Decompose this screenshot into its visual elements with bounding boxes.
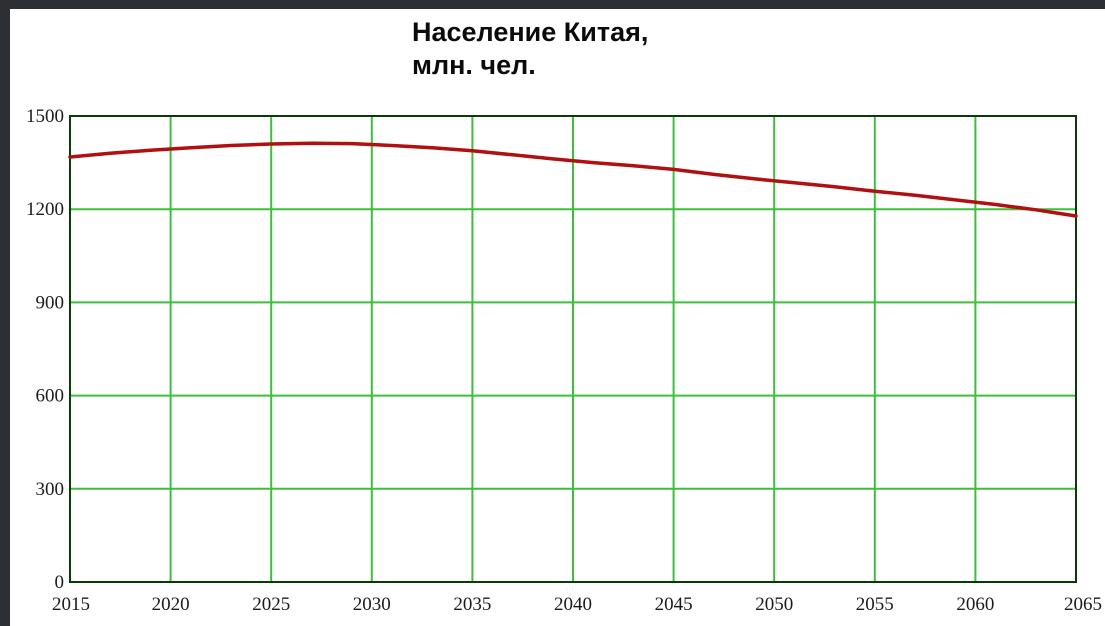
chart-frame <box>10 9 1105 626</box>
y-tick-label-900: 900 <box>36 292 65 313</box>
plot-area-border <box>69 115 1077 583</box>
chart-title-line-1: Население Китая, <box>412 17 649 47</box>
y-tick-label-300: 300 <box>36 479 65 500</box>
chart-title-line-2: млн. чел. <box>412 50 536 80</box>
x-tick-label-2055: 2055 <box>856 594 894 615</box>
x-tick-label-2030: 2030 <box>353 594 391 615</box>
x-tick-labels: 2015 2020 2025 2030 2035 2040 2045 2050 2055 2060… <box>52 594 1102 615</box>
x-tick-label-2040: 2040 <box>554 594 592 615</box>
grid-lines <box>69 115 1077 583</box>
y-tick-label-1500: 1500 <box>26 106 64 127</box>
x-tick-label-2060: 2060 <box>956 594 994 615</box>
series-line-0 <box>68 141 1078 218</box>
x-tick-label-2020: 2020 <box>152 594 190 615</box>
chart-title: Население Китая, млн. чел. <box>412 16 648 82</box>
y-tick-label-0: 0 <box>55 572 65 593</box>
y-tick-label-1200: 1200 <box>26 199 64 220</box>
x-tick-label-2065: 2065 <box>1064 594 1102 615</box>
y-tick-label-600: 600 <box>36 386 65 407</box>
x-tick-label-2015: 2015 <box>52 594 90 615</box>
x-tick-label-2050: 2050 <box>755 594 793 615</box>
x-tick-label-2025: 2025 <box>252 594 290 615</box>
x-tick-label-2035: 2035 <box>453 594 491 615</box>
series-layer <box>68 141 1078 218</box>
y-tick-labels: 0 300 600 900 1200 1500 <box>26 106 64 593</box>
x-tick-label-2045: 2045 <box>655 594 693 615</box>
